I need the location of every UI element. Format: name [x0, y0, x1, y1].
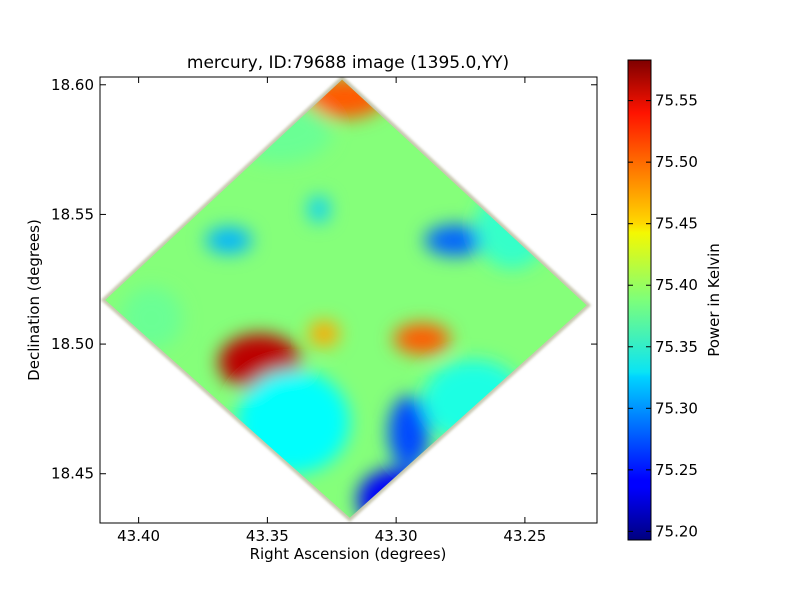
colorbar-tick-label: 75.40 — [655, 276, 698, 294]
heatmap-feature — [308, 320, 340, 347]
colorbar-tick-label: 75.25 — [655, 461, 698, 479]
colorbar-tick-label: 75.50 — [655, 153, 698, 171]
chart-title: mercury, ID:79688 image (1395.0,YY) — [187, 53, 509, 73]
heatmap-feature — [228, 100, 332, 163]
colorbar — [627, 59, 652, 541]
heatmap-feature — [308, 196, 330, 223]
colorbar-tick-label: 75.20 — [655, 522, 698, 540]
colorbar-ticks: 75.20 75.25 75.30 75.35 75.40 75.45 75.50 75.55 — [628, 92, 698, 540]
y-axis-ticks: 18.45 18.50 18.55 18.60 — [51, 76, 597, 483]
x-tick-label: 43.40 — [117, 527, 160, 545]
colorbar-tick-label: 75.55 — [655, 92, 698, 110]
x-axis-label: Right Ascension (degrees) — [250, 545, 447, 563]
y-axis-label: Declination (degrees) — [25, 219, 43, 381]
colorbar-tick-label: 75.35 — [655, 338, 698, 356]
heatmap-feature — [424, 224, 487, 256]
y-tick-label: 18.55 — [51, 205, 94, 223]
colorbar-tick-label: 75.30 — [655, 399, 698, 417]
heatmap-feature — [205, 227, 252, 254]
plot-frame — [99, 76, 598, 524]
heatmap-layer — [100, 77, 592, 522]
colorbar-tick-label: 75.45 — [655, 215, 698, 233]
x-tick-label: 43.35 — [246, 527, 289, 545]
heatmap-feature — [120, 287, 183, 350]
heatmap-feature — [236, 370, 350, 474]
y-tick-label: 18.50 — [51, 335, 94, 353]
heatmap-feature — [388, 395, 430, 469]
y-tick-label: 18.60 — [51, 76, 94, 94]
footprint-background — [105, 79, 587, 518]
colorbar-label: Power in Kelvin — [705, 243, 723, 357]
x-axis-ticks: 43.40 43.35 43.30 43.25 — [117, 77, 546, 545]
x-tick-label: 43.30 — [375, 527, 418, 545]
x-tick-label: 43.25 — [503, 527, 546, 545]
heatmap-feature — [421, 359, 525, 443]
heatmap-feature — [393, 323, 451, 355]
y-tick-label: 18.45 — [51, 465, 94, 483]
